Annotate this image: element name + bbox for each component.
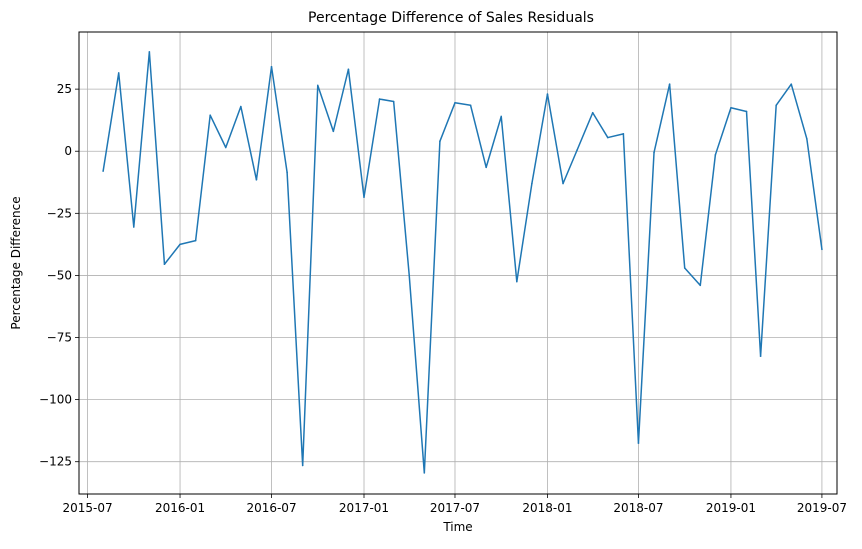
data-point	[209, 114, 211, 117]
data-point	[224, 146, 227, 149]
data-point	[378, 98, 381, 100]
data-point	[301, 464, 304, 467]
data-point	[500, 115, 503, 118]
data-point	[332, 130, 335, 133]
data-point	[759, 355, 762, 357]
data-point	[439, 140, 441, 143]
data-point	[668, 83, 671, 85]
data-point	[179, 243, 181, 246]
data-point	[821, 248, 823, 251]
data-point	[562, 182, 564, 185]
x-axis: 2015-07 2016-01 2016-07 2017-01 2017-07 2018-…	[62, 494, 847, 515]
data-point	[775, 104, 777, 107]
plot-area-frame	[78, 31, 838, 495]
data-point	[622, 133, 625, 135]
data-point	[699, 284, 702, 287]
y-tick-label: −25	[47, 206, 72, 220]
data-point	[516, 280, 518, 283]
data-point	[714, 154, 717, 156]
data-point	[240, 105, 242, 108]
data-point	[316, 84, 319, 87]
data-point	[591, 111, 594, 114]
data-point	[347, 68, 350, 71]
data-point	[606, 136, 609, 139]
data-point	[392, 100, 395, 103]
series-line	[102, 51, 823, 474]
x-tick-label: 2018-01	[522, 501, 572, 515]
x-tick-label: 2017-07	[430, 501, 480, 515]
data-point	[148, 51, 151, 53]
x-tick-label: 2019-07	[797, 501, 847, 515]
data-point	[469, 104, 472, 107]
data-point	[163, 263, 166, 266]
y-tick-label: 25	[57, 82, 72, 96]
data-point	[454, 101, 456, 104]
x-tick-label: 2018-07	[613, 501, 663, 515]
data-point	[408, 274, 411, 277]
y-tick-label: −50	[47, 268, 72, 282]
y-tick-label: −75	[47, 331, 72, 345]
data-point	[637, 442, 640, 444]
data-point	[546, 93, 549, 95]
chart-title: Percentage Difference of Sales Residuals	[308, 10, 594, 26]
data-point	[102, 170, 104, 172]
data-point	[806, 138, 808, 140]
x-tick-label: 2016-01	[155, 501, 205, 515]
grid-lines	[79, 32, 837, 494]
data-point	[255, 178, 258, 181]
x-axis-label: Time	[442, 520, 472, 534]
data-point	[117, 72, 120, 74]
data-point	[576, 149, 578, 151]
data-point	[363, 196, 365, 198]
x-tick-label: 2016-07	[246, 501, 296, 515]
data-point	[286, 171, 288, 174]
data-point	[132, 226, 135, 228]
data-point	[270, 65, 273, 68]
x-tick-label: 2019-01	[706, 501, 756, 515]
y-tick-label: 0	[64, 144, 72, 158]
y-tick-label: −125	[39, 455, 72, 469]
data-point	[531, 182, 533, 185]
data-point	[485, 166, 487, 169]
series-layer	[102, 51, 823, 474]
x-tick-label: 2015-07	[62, 501, 112, 515]
x-tick-label: 2017-01	[339, 501, 389, 515]
data-point	[745, 110, 748, 113]
data-point	[730, 106, 732, 109]
data-point	[683, 267, 686, 269]
data-point	[423, 472, 426, 474]
y-axis: 25 0 −25 −50 −75 −100 −125	[39, 82, 79, 469]
data-point	[790, 83, 793, 85]
y-tick-label: −100	[39, 393, 72, 407]
data-point	[194, 239, 197, 242]
y-axis-label: Percentage Difference	[9, 196, 23, 329]
data-point	[653, 151, 655, 154]
